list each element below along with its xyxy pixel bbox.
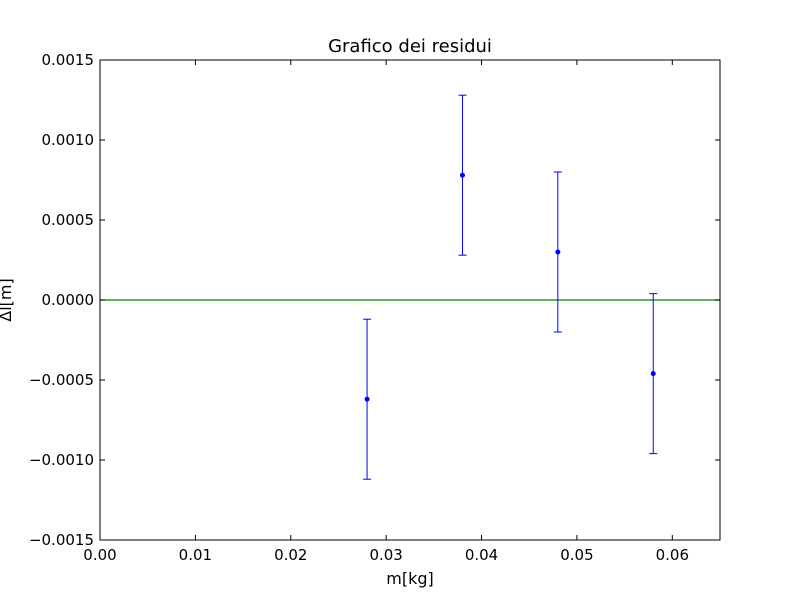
y-tick-label: −0.0005 (29, 371, 94, 389)
y-tick-label: 0.0010 (42, 131, 95, 149)
y-tick-label: −0.0015 (29, 531, 94, 549)
x-tick-label: 0.00 (83, 546, 116, 564)
data-point (364, 396, 370, 402)
y-tick-label: 0.0015 (42, 51, 95, 69)
y-tick-label: 0.0005 (42, 211, 95, 229)
y-axis-label: Δl[m] (0, 278, 15, 321)
data-layer (363, 94, 658, 480)
chart-title: Grafico dei residui (328, 36, 492, 57)
x-tick-label: 0.05 (560, 546, 593, 564)
x-tick-label: 0.02 (274, 546, 307, 564)
y-tick-label: −0.0010 (29, 451, 94, 469)
x-ticks: 0.00 0.01 0.02 0.03 0.04 0.05 0.06 (83, 60, 689, 564)
data-point (555, 249, 561, 255)
data-point (459, 172, 465, 178)
y-tick-label: 0.0000 (42, 291, 95, 309)
x-tick-label: 0.03 (369, 546, 402, 564)
x-tick-label: 0.04 (465, 546, 498, 564)
x-tick-label: 0.01 (179, 546, 212, 564)
data-point (650, 371, 656, 377)
x-axis-label: m[kg] (386, 569, 434, 588)
x-tick-label: 0.06 (656, 546, 689, 564)
y-ticks: 0.0015 0.0010 0.0005 0.0000 −0.0005 −0.0010 −0… (29, 51, 720, 549)
